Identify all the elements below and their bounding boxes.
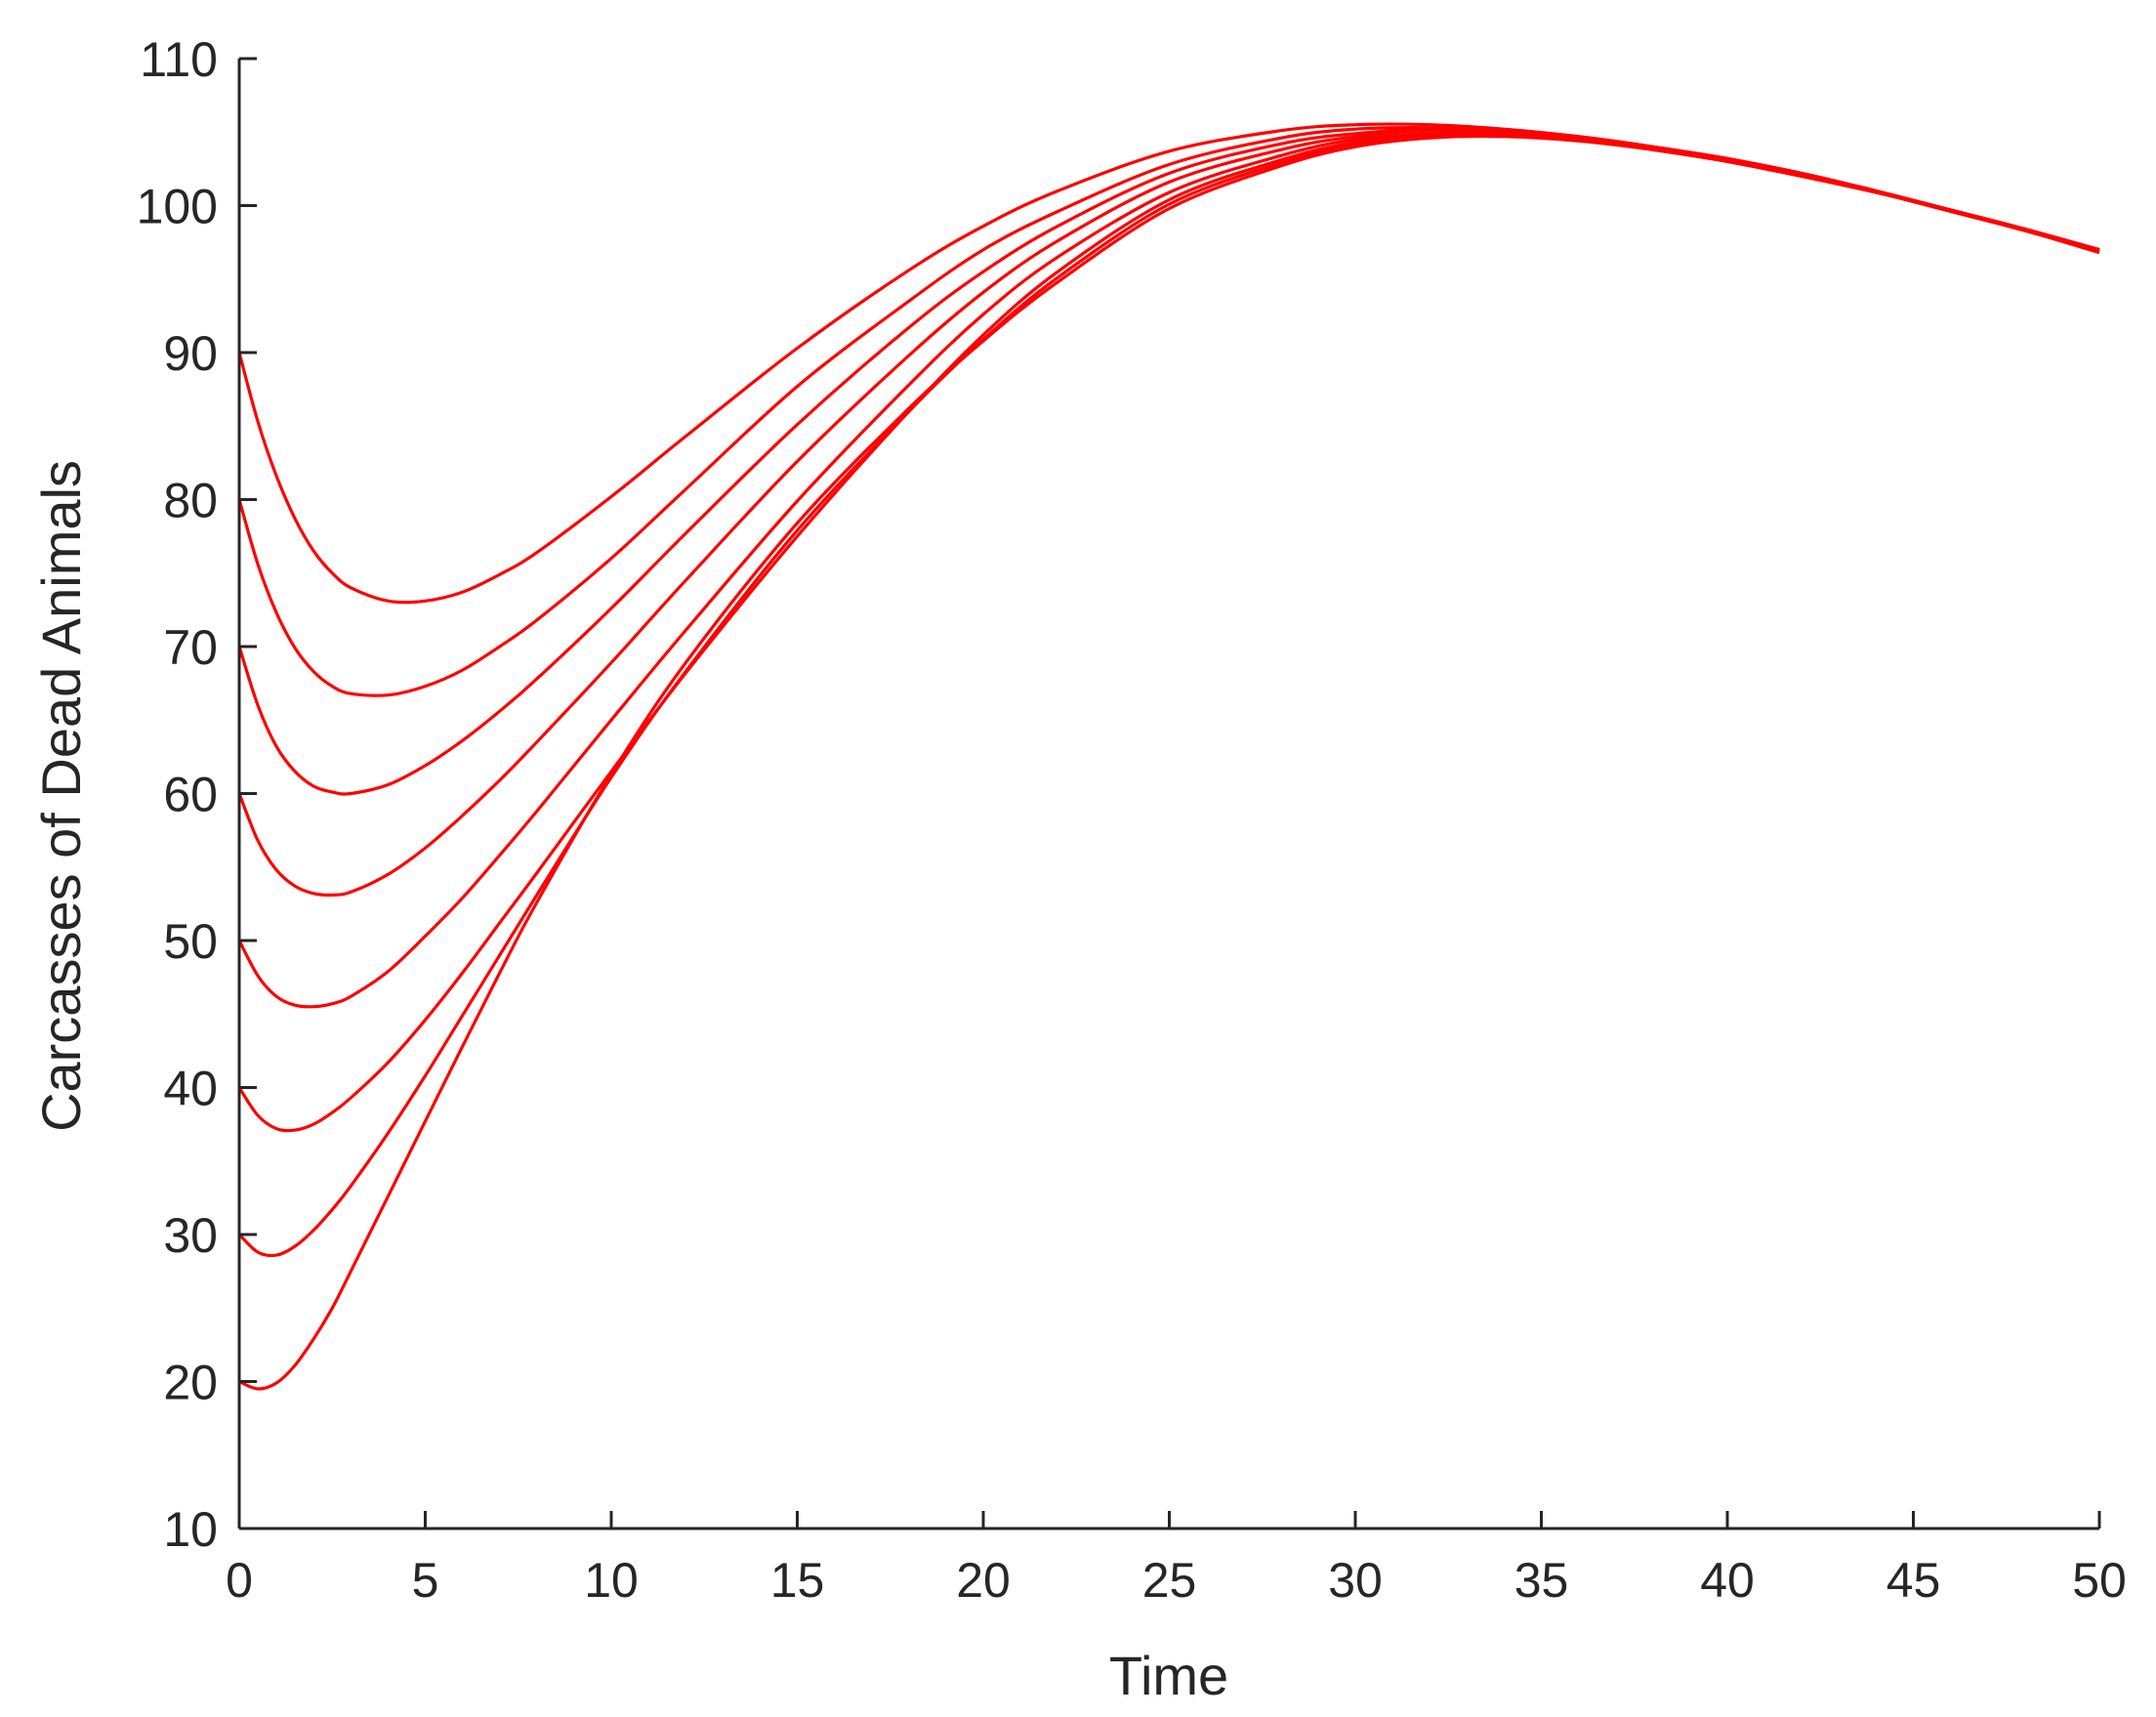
axes (237, 59, 2099, 1530)
x-tick-label: 50 (2072, 1553, 2127, 1608)
y-tick-label: 100 (137, 180, 218, 234)
x-tick-label: 0 (226, 1553, 253, 1608)
x-tick-label: 15 (770, 1553, 825, 1608)
x-tick-label: 10 (584, 1553, 639, 1608)
y-tick-label: 80 (163, 474, 218, 528)
x-tick-label: 45 (1886, 1553, 1941, 1608)
y-tick-label: 50 (163, 914, 218, 969)
y-tick-label: 20 (163, 1356, 218, 1410)
series-line-3 (237, 127, 2100, 796)
y-tick-label: 60 (163, 768, 218, 822)
y-tick-label: 30 (163, 1208, 218, 1263)
x-tick-label: 5 (412, 1553, 439, 1608)
x-tick-label: 35 (1514, 1553, 1569, 1608)
x-tick-label: 25 (1142, 1553, 1197, 1608)
x-tick-label: 20 (956, 1553, 1011, 1608)
series-line-2 (237, 126, 2100, 697)
x-axis-label: Time (1109, 1645, 1228, 1706)
x-axis-ticks: 0 5 10 15 20 25 30 35 40 45 50 (226, 1511, 2127, 1608)
x-tick-label: 30 (1328, 1553, 1383, 1608)
y-tick-label: 70 (163, 620, 218, 675)
series-line-8 (238, 134, 2100, 1391)
y-tick-label: 90 (163, 326, 218, 381)
y-tick-label: 40 (163, 1062, 218, 1116)
series-line-4 (237, 128, 2100, 898)
series-line-5 (237, 131, 2100, 1009)
series-lines (237, 122, 2100, 1391)
x-tick-label: 40 (1700, 1553, 1755, 1608)
y-axis-label: Carcasses of Dead Animals (30, 460, 92, 1132)
series-line-6 (237, 131, 2100, 1133)
y-tick-label: 10 (163, 1502, 218, 1557)
y-tick-label: 110 (140, 32, 218, 87)
y-axis-ticks: 10 20 30 40 50 60 70 80 90 100 110 (137, 32, 257, 1557)
series-line-1 (237, 122, 2100, 605)
